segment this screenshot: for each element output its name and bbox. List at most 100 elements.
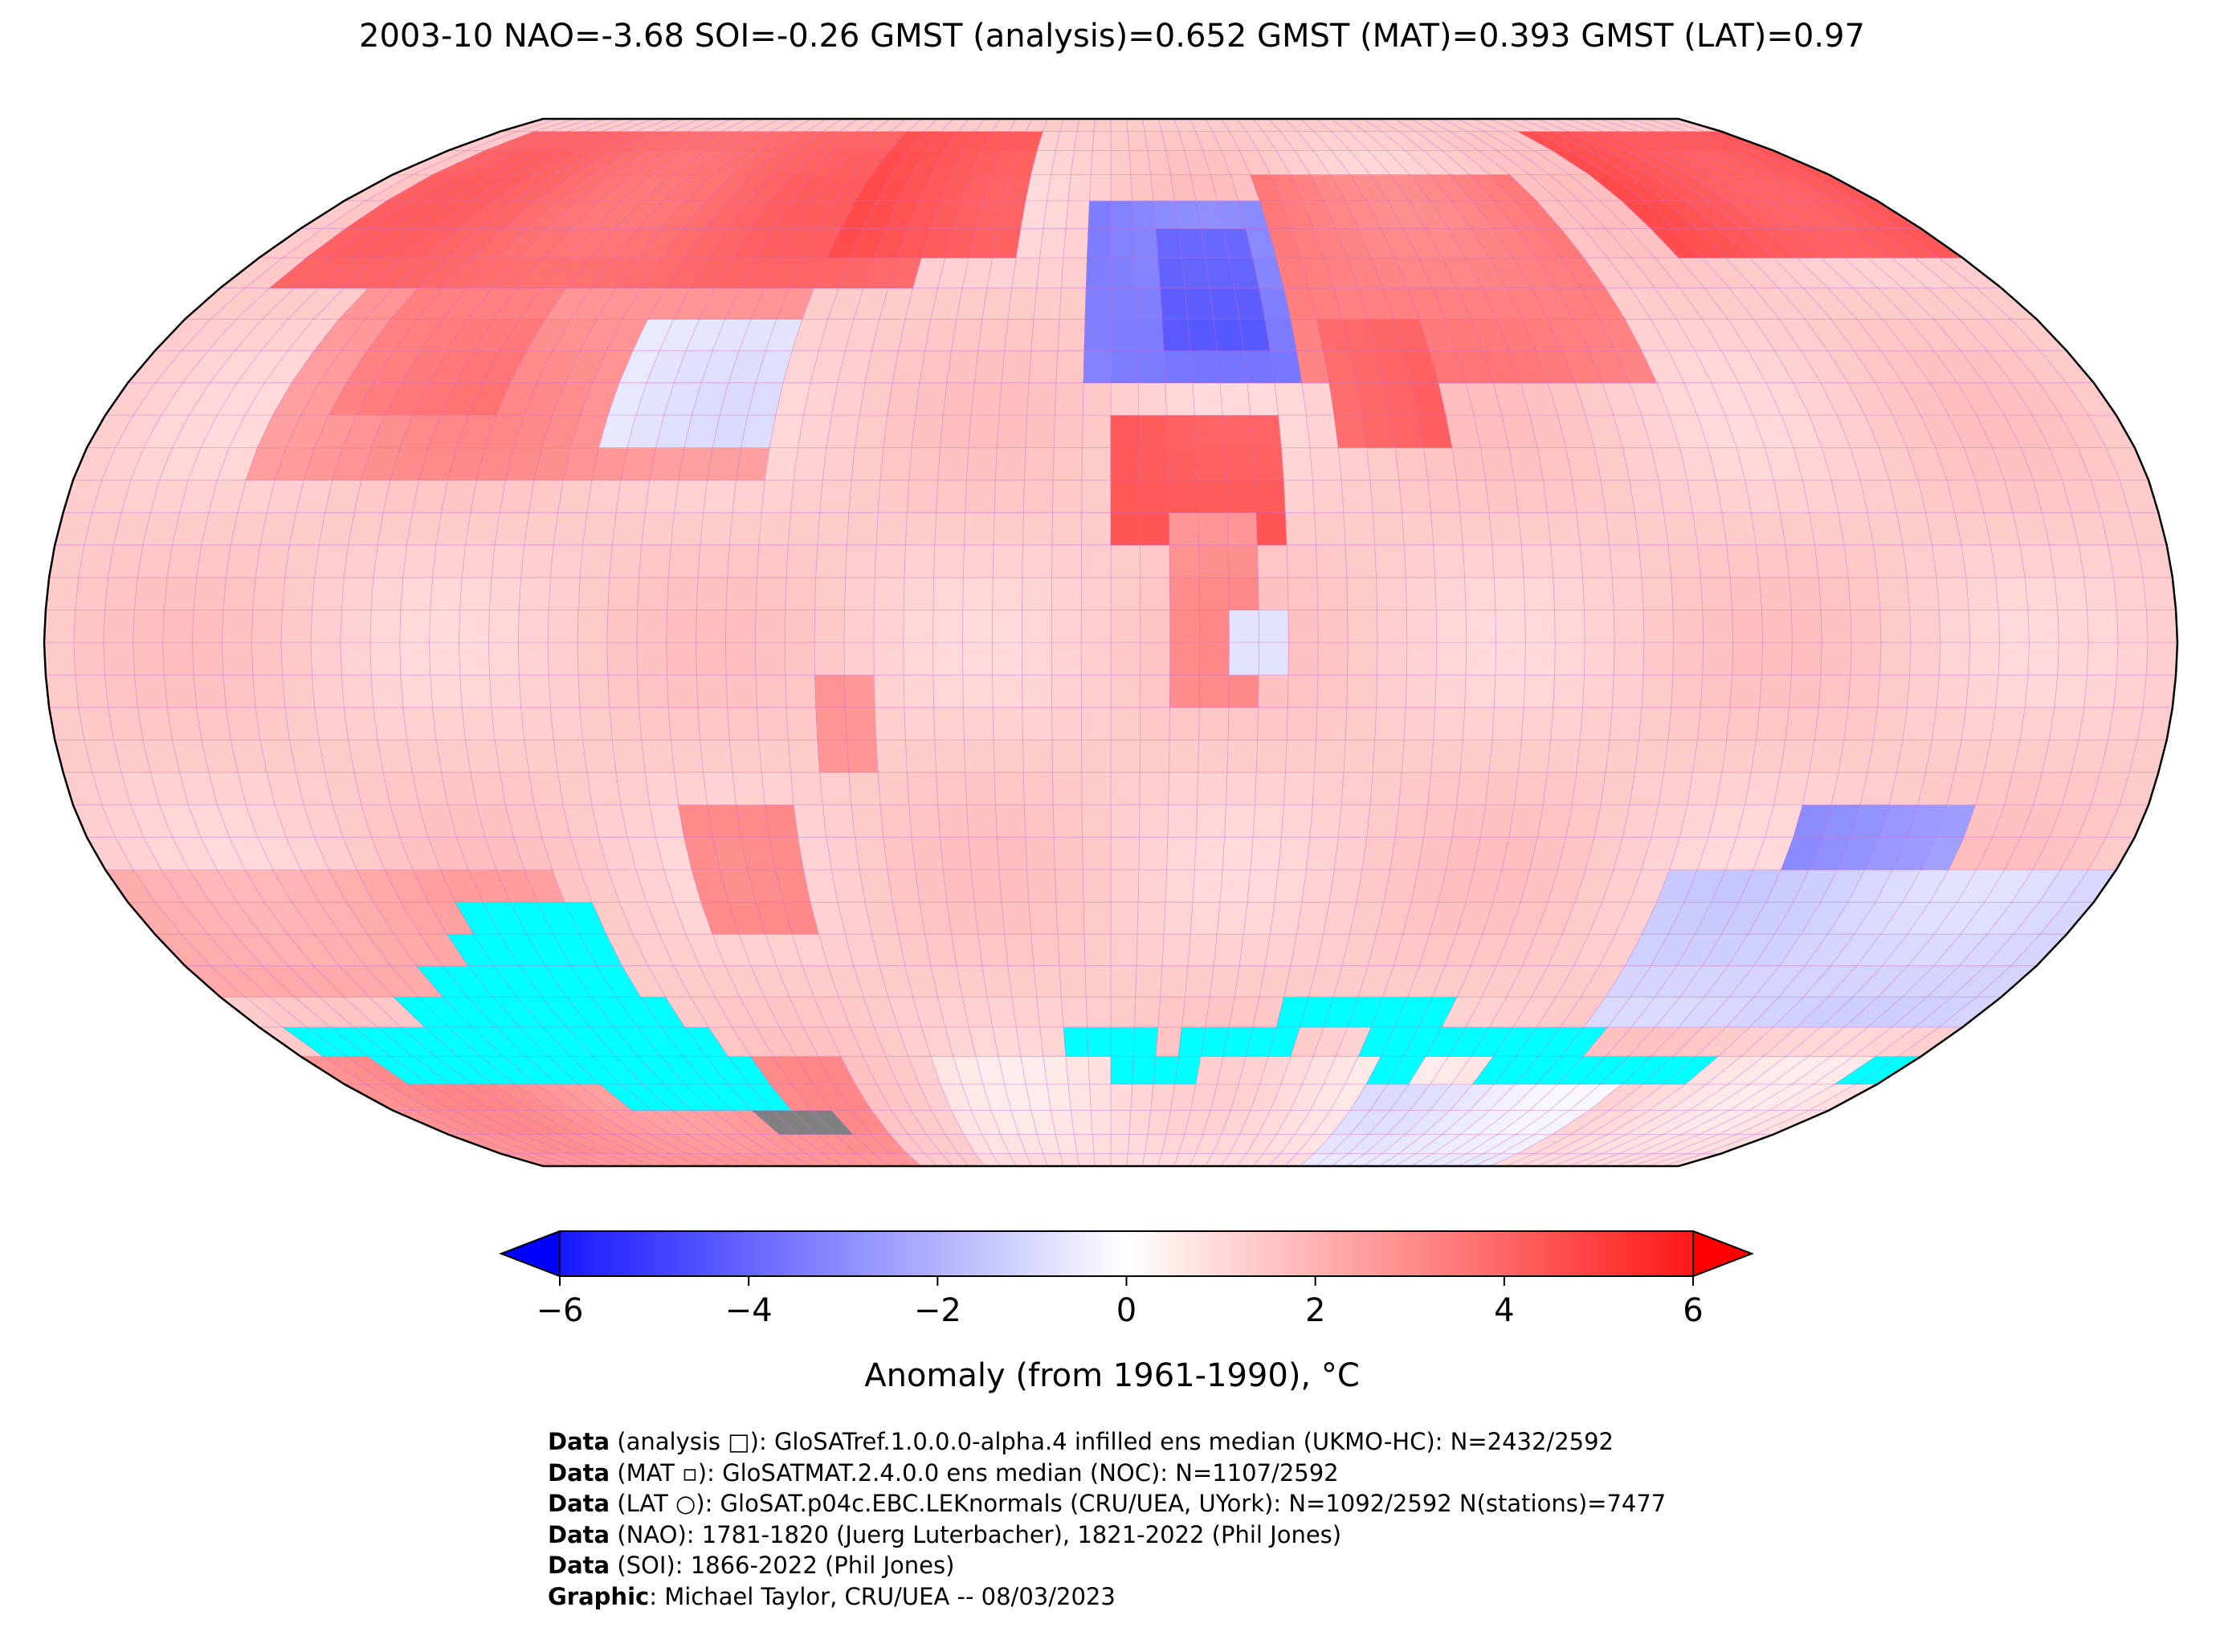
meridian-line	[1283, 119, 1438, 1166]
grid-cell	[1194, 414, 1226, 448]
meridian-line	[843, 119, 969, 1166]
grid-cell	[1465, 642, 1496, 675]
grid-cell	[459, 675, 492, 708]
grid-cell	[1070, 150, 1093, 175]
grid-cell	[1250, 837, 1282, 871]
grid-cell	[1222, 837, 1254, 871]
grid-cell	[1423, 447, 1458, 481]
grid-cell	[1216, 350, 1248, 384]
grid-cell	[1243, 350, 1275, 384]
grid-cell	[879, 447, 912, 481]
grid-cell	[2145, 610, 2177, 643]
grid-cell	[1110, 965, 1137, 997]
grid-cell	[518, 675, 551, 708]
grid-cell	[226, 707, 261, 740]
meridian-line	[517, 119, 796, 1166]
meridian-line	[133, 119, 591, 1166]
grid-cell	[1451, 447, 1486, 481]
grid-cell	[1080, 610, 1112, 643]
grid-cell	[1194, 837, 1226, 871]
grid-cell	[193, 675, 226, 708]
grid-cell	[2027, 610, 2059, 643]
grid-cell	[843, 610, 875, 643]
grid-cell	[489, 577, 521, 610]
grid-cell	[819, 772, 852, 806]
grid-cell	[1369, 772, 1402, 806]
grid-cell	[1134, 257, 1161, 289]
grid-cell	[1374, 545, 1406, 578]
grid-cell	[400, 577, 433, 610]
grid-cell	[754, 642, 786, 675]
grid-cell	[1406, 610, 1438, 643]
grid-cell	[1065, 1056, 1090, 1085]
grid-cell	[1080, 577, 1112, 610]
grid-cell	[1605, 512, 1639, 546]
grid-cell	[1063, 228, 1089, 259]
grid-cell	[1226, 479, 1257, 513]
meridian-line	[1536, 119, 1912, 1166]
grid-cell	[793, 804, 827, 838]
grid-cell	[697, 545, 730, 578]
grid-cell	[1065, 200, 1090, 230]
grid-cell	[1550, 545, 1583, 578]
grid-cell	[854, 414, 888, 448]
grid-cell	[1083, 902, 1112, 935]
grid-cell	[736, 447, 770, 481]
credit-label: Data	[548, 1520, 610, 1548]
grid-cell	[1168, 772, 1199, 806]
grid-cell	[1406, 642, 1438, 675]
grid-cell	[611, 512, 646, 546]
grid-cell	[1554, 610, 1585, 643]
grid-cell	[1258, 642, 1289, 675]
grid-cell	[1252, 447, 1284, 481]
grid-cell	[1721, 739, 1757, 773]
grid-cell	[732, 772, 765, 806]
grid-cell	[1613, 610, 1645, 643]
grid-cell	[163, 577, 198, 610]
grid-cell	[369, 642, 402, 675]
grid-cell	[1285, 739, 1316, 773]
grid-cell	[1672, 610, 1704, 643]
grid-cell	[1255, 479, 1286, 513]
meridian-line	[962, 119, 1033, 1166]
grid-cell	[1547, 512, 1581, 546]
grid-cell	[314, 707, 349, 740]
grid-cell	[1761, 642, 1793, 675]
grid-cell	[903, 675, 935, 708]
grid-cell	[904, 545, 936, 578]
grid-cell	[1374, 707, 1406, 740]
grid-cell	[946, 902, 979, 935]
grid-cell	[1286, 545, 1318, 578]
grid-cell	[993, 512, 1024, 546]
grid-cell	[1083, 933, 1112, 966]
grid-cell	[1401, 512, 1434, 546]
grid-cell	[459, 642, 490, 675]
colorbar-tick-label: −6	[537, 1292, 584, 1329]
grid-cell	[637, 675, 669, 708]
grid-cell	[1257, 707, 1288, 740]
grid-cell	[1055, 382, 1084, 416]
grid-cell	[1169, 512, 1199, 546]
grid-cell	[1401, 739, 1434, 773]
grid-cell	[942, 869, 975, 903]
grid-cell	[1287, 675, 1319, 708]
grid-cell	[1023, 447, 1055, 481]
grid-cell	[1697, 707, 1731, 740]
grid-cell	[1779, 512, 1815, 546]
grid-cell	[761, 772, 794, 806]
grid-cell	[732, 479, 765, 513]
grid-cell	[727, 545, 760, 578]
grid-cell	[1053, 837, 1083, 871]
grid-cell	[907, 772, 938, 806]
grid-cell	[965, 772, 996, 806]
grid-cell	[1430, 512, 1463, 546]
grid-cell	[459, 610, 490, 643]
grid-cell	[1199, 610, 1230, 643]
grid-cell	[707, 447, 741, 481]
grid-cell	[977, 318, 1009, 352]
grid-cell	[1480, 447, 1515, 481]
grid-cell	[2054, 577, 2087, 610]
grid-cell	[826, 414, 860, 448]
grid-cell	[1185, 965, 1214, 997]
grid-cell	[1582, 577, 1614, 610]
